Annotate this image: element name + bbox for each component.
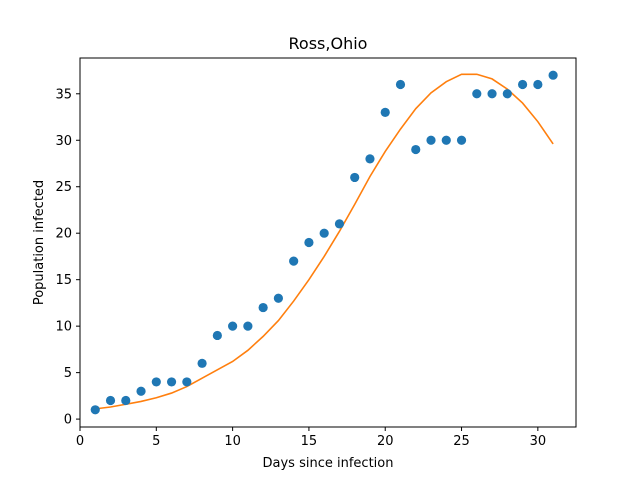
data-point (90, 405, 100, 415)
x-tick-label: 30 (530, 434, 547, 449)
data-point (395, 79, 406, 90)
x-tick-label: 5 (152, 434, 160, 449)
data-point (182, 377, 192, 387)
data-point (441, 135, 451, 145)
data-point (212, 330, 222, 341)
y-tick-label: 25 (55, 180, 72, 195)
y-tick-label: 10 (55, 320, 72, 335)
data-point (243, 321, 253, 331)
data-point (365, 154, 375, 164)
x-tick-label: 25 (453, 434, 470, 449)
data-point (289, 256, 299, 266)
data-point (411, 144, 421, 155)
data-point (456, 135, 467, 145)
data-point (228, 321, 238, 331)
x-axis-label: Days since infection (263, 456, 394, 471)
line-layer (95, 73, 554, 410)
data-point (151, 377, 161, 387)
x-tick-label: 15 (301, 434, 318, 449)
data-point (121, 395, 131, 406)
tick-layer: 0 5 10 15 20 25 30 0 5 10 15 20 25 30 35 (55, 87, 546, 449)
data-point (136, 386, 146, 396)
data-point (319, 228, 329, 238)
y-tick-label: 35 (55, 87, 72, 102)
data-point (304, 237, 314, 248)
y-tick-label: 15 (55, 273, 72, 288)
x-tick-label: 10 (224, 434, 241, 449)
y-tick-label: 5 (64, 366, 72, 381)
data-point (350, 172, 360, 183)
data-point (105, 395, 116, 406)
y-tick-label: 30 (55, 134, 72, 149)
x-tick-label: 0 (76, 434, 84, 449)
data-point (426, 135, 436, 145)
data-point (166, 377, 177, 387)
data-point (273, 293, 283, 303)
plot-frame (79, 57, 577, 428)
data-point (258, 302, 268, 313)
data-point (517, 79, 528, 90)
data-point (533, 79, 543, 90)
data-point (380, 107, 390, 117)
data-point (334, 219, 345, 229)
data-point (487, 89, 497, 99)
data-point (472, 89, 482, 99)
x-tick-label: 20 (377, 434, 394, 449)
y-tick-label: 20 (55, 227, 72, 242)
chart-title: Ross,Ohio (289, 34, 368, 53)
data-point (548, 70, 558, 80)
data-point (197, 358, 207, 368)
data-point (502, 89, 512, 99)
y-tick-label: 0 (64, 413, 72, 428)
point-layer (90, 70, 558, 415)
y-axis-label: Population infected (32, 180, 47, 305)
fit-line (95, 73, 554, 410)
